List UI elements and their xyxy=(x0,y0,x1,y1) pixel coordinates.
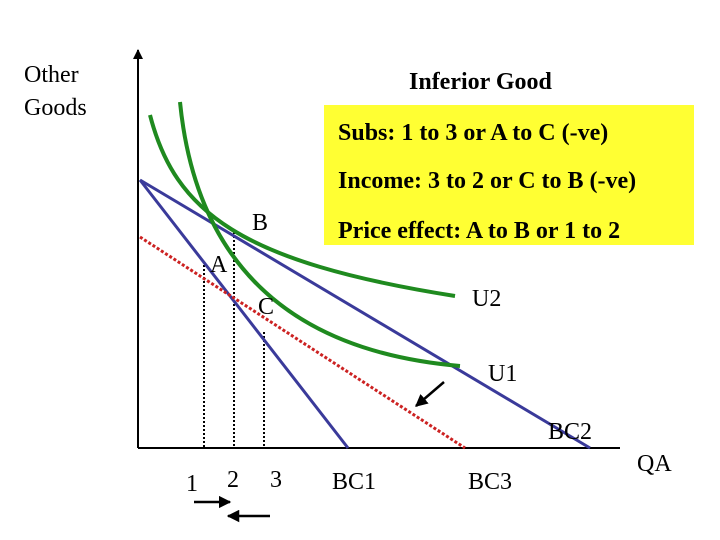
curve-label-u1: U1 xyxy=(488,361,518,387)
curve-label-u2: U2 xyxy=(472,286,502,312)
budget-label-bc2: BC2 xyxy=(548,419,593,445)
quantity-label-2: 2 xyxy=(227,467,239,493)
info-line-price: Price effect: A to B or 1 to 2 xyxy=(338,218,621,244)
point-label-a: A xyxy=(210,252,228,278)
arrow-down-left-icon xyxy=(415,381,445,407)
indifference-curve-u2 xyxy=(148,114,456,298)
x-axis-label: QA xyxy=(637,451,672,477)
info-line-income: Income: 3 to 2 or C to B (-ve) xyxy=(338,168,637,194)
budget-label-bc3: BC3 xyxy=(468,469,513,495)
indifference-curve-u1 xyxy=(178,101,461,368)
y-axis-label-line2: Goods xyxy=(24,95,87,121)
budget-line-bc1 xyxy=(138,179,350,449)
budget-label-bc1: BC1 xyxy=(332,469,377,495)
point-label-c: C xyxy=(258,294,275,320)
budget-line-bc3 xyxy=(139,235,466,450)
quantity-label-3: 3 xyxy=(270,467,282,493)
diagram-title: Inferior Good xyxy=(409,69,552,95)
info-box: Subs: 1 to 3 or A to C (-ve) Income: 3 t… xyxy=(324,105,694,245)
y-axis-label-line1: Other xyxy=(24,62,79,88)
quantity-label-1: 1 xyxy=(186,471,198,497)
point-label-b: B xyxy=(252,210,269,236)
info-line-substitution: Subs: 1 to 3 or A to C (-ve) xyxy=(338,120,609,146)
